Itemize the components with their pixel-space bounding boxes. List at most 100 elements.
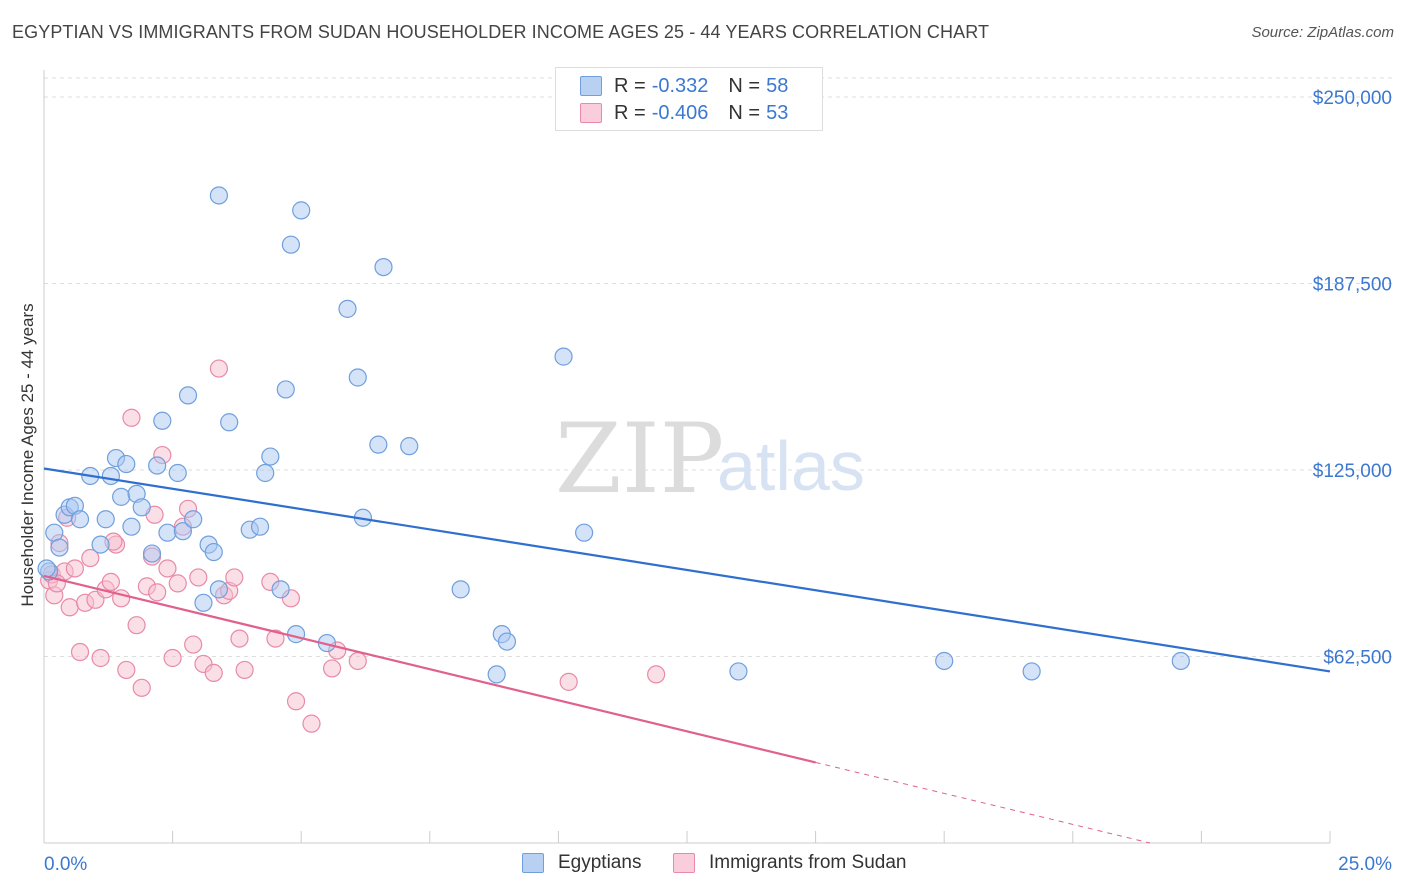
egyptian-point: [194, 593, 213, 612]
egyptian-point: [451, 580, 470, 599]
legend-item-sudan[interactable]: Immigrants from Sudan: [673, 852, 906, 874]
sudan-point: [286, 692, 306, 711]
sudan-point: [70, 642, 90, 662]
sudan-point: [127, 616, 146, 635]
x-tick-label: 0.0%: [44, 854, 87, 875]
egyptian-point: [276, 380, 295, 399]
egyptian-point: [204, 542, 223, 562]
sudan-point: [235, 660, 254, 680]
egyptian-point: [261, 447, 280, 466]
legend-row-sudan: R = -0.406 N = 53: [580, 100, 788, 126]
sudan-point: [132, 678, 151, 697]
egyptian-point: [935, 651, 954, 671]
sudan-point: [91, 648, 110, 668]
egyptian-point: [369, 435, 388, 454]
sudan-point: [65, 559, 84, 578]
watermark: ZIP atlas: [555, 403, 865, 515]
sudan-swatch: [580, 103, 602, 123]
sudan-point: [158, 559, 177, 578]
egyptian-point: [168, 463, 187, 483]
sudan-point: [559, 672, 578, 691]
egyptian-point: [1022, 662, 1041, 681]
egyptian-point: [70, 510, 90, 529]
sudan-point: [184, 635, 203, 654]
n-label: N =: [728, 101, 761, 124]
egyptian-point: [37, 559, 56, 578]
egyptian-point: [1171, 651, 1190, 671]
egyptian-points: [37, 186, 1190, 684]
series-legend: Egyptians Immigrants from Sudan: [0, 852, 1406, 878]
sudan-point: [168, 574, 187, 593]
egyptian-point: [271, 580, 290, 599]
trend-lines: [43, 467, 1331, 844]
sudan-point: [209, 359, 228, 378]
egyptian-point: [256, 463, 275, 483]
axes: [43, 70, 1331, 844]
r-value: -0.406: [651, 101, 709, 124]
n-value: 58: [766, 74, 789, 97]
tick-labels: $62,500 $125,000 $187,500 $250,000 0.0% 25.0%: [44, 88, 1392, 875]
sudan-point: [348, 651, 367, 671]
sudan-point: [122, 408, 141, 427]
y-tick-label: $125,000: [1313, 461, 1392, 482]
sudan-point: [101, 572, 120, 592]
egyptian-point: [338, 299, 357, 318]
egyptian-point: [117, 454, 136, 474]
sudan-point: [189, 568, 208, 587]
n-value: 53: [766, 101, 789, 124]
sudan-trend-line: [43, 574, 816, 764]
stats-legend: R = -0.332 N = 58 R = -0.406 N = 53: [555, 67, 823, 131]
sudan-point: [163, 648, 182, 668]
egyptian-point: [554, 347, 573, 366]
legend-label-sudan: Immigrants from Sudan: [709, 852, 907, 873]
watermark-zip: ZIP: [555, 403, 724, 515]
egyptian-point: [400, 437, 419, 456]
egyptians-swatch: [580, 76, 602, 96]
egyptian-point: [184, 510, 203, 529]
egyptians-trend-line: [43, 467, 1331, 673]
egyptian-point: [158, 523, 177, 542]
sudan-point: [322, 659, 342, 678]
egyptian-point: [173, 522, 192, 541]
source-label: Source: ZipAtlas.com: [1251, 24, 1394, 41]
r-label: R =: [614, 74, 646, 97]
sudan-point: [117, 660, 136, 680]
egyptian-point: [209, 580, 228, 599]
grid-lines: [44, 77, 1392, 657]
legend-label-egyptians: Egyptians: [558, 852, 642, 873]
watermark-atlas: atlas: [717, 427, 865, 505]
legend-item-egyptians[interactable]: Egyptians: [522, 852, 641, 874]
egyptian-point: [209, 186, 228, 205]
egyptians-swatch: [522, 853, 544, 873]
y-tick-label: $62,500: [1323, 648, 1392, 669]
sudan-point: [266, 629, 285, 648]
egyptian-point: [96, 510, 115, 529]
sudan-point: [60, 598, 79, 617]
egyptian-point: [112, 487, 131, 506]
egyptian-point: [729, 662, 748, 681]
sudan-point: [225, 568, 244, 587]
sudan-point: [148, 583, 167, 602]
egyptian-point: [292, 201, 311, 220]
egyptian-point: [142, 544, 162, 563]
y-tick-label: $250,000: [1313, 88, 1392, 109]
n-label: N =: [728, 74, 761, 97]
egyptian-point: [374, 257, 393, 277]
sudan-trend-extension: [815, 761, 1151, 844]
egyptian-point: [575, 523, 594, 542]
egyptian-point: [497, 632, 517, 651]
egyptian-point: [487, 665, 506, 684]
y-tick-label: $187,500: [1313, 275, 1392, 296]
egyptian-point: [286, 625, 306, 644]
egyptian-point: [178, 386, 198, 405]
egyptian-point: [148, 456, 167, 475]
egyptian-point: [50, 538, 69, 557]
egyptian-point: [250, 517, 270, 536]
sudan-point: [81, 548, 100, 568]
egyptian-point: [348, 368, 367, 387]
egyptian-point: [132, 498, 151, 517]
r-label: R =: [614, 101, 646, 124]
egyptian-point: [220, 413, 239, 432]
legend-row-egyptians: R = -0.332 N = 58: [580, 73, 788, 99]
